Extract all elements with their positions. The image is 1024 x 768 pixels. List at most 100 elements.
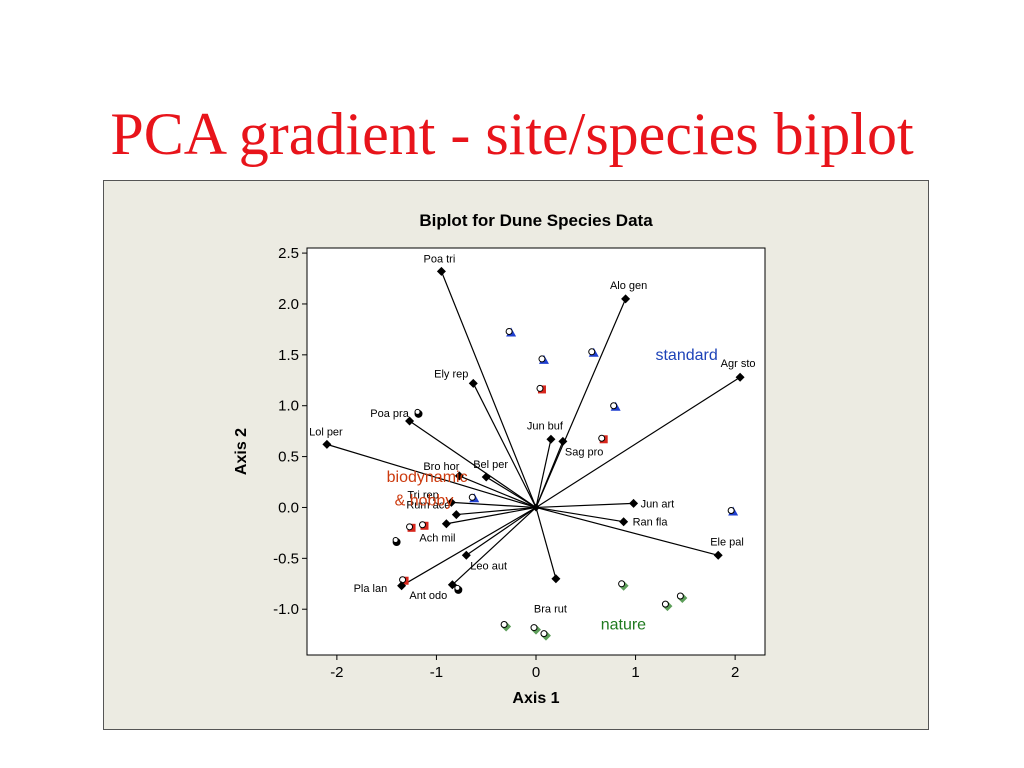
site-point-biodynamic-ring [598, 434, 606, 442]
species-point [454, 471, 464, 481]
species-vector [440, 271, 537, 508]
species-label: Lol per [309, 426, 343, 438]
species-label: Leo aut [470, 560, 507, 572]
species-vector [535, 298, 627, 508]
species-point [619, 517, 629, 527]
species-point [446, 497, 456, 507]
y-tick-label: 2.0 [278, 296, 299, 313]
site-point-nature-ring [676, 592, 684, 600]
species-point [441, 519, 451, 529]
species-label: Jun buf [527, 420, 564, 432]
x-tick-label: -2 [330, 664, 343, 681]
biplot-chart: Biplot for Dune Species Data -2 -1 0 1 2 2.5 2.… [233, 211, 766, 707]
species-label: Ant odo [409, 590, 447, 602]
site-point-nature-ring [530, 624, 538, 632]
group-label-standard: standard [655, 347, 717, 364]
species-vector [451, 501, 537, 509]
species-point [436, 266, 446, 276]
chart-frame: Biplot for Dune Species Data -2 -1 0 1 2 2.5 2.… [103, 180, 929, 730]
site-point-standard-ring [538, 355, 546, 363]
site-point-standard-ring [468, 493, 476, 501]
species-point [546, 434, 556, 444]
species-point [481, 472, 491, 482]
group-label-nature: nature [601, 617, 646, 634]
species-point [322, 439, 332, 449]
site-point-biodynamic-ring [536, 384, 544, 392]
y-tick-label: 0.5 [278, 449, 299, 466]
species-vector [535, 507, 557, 579]
species-vector [535, 502, 634, 509]
species-label: Ele pal [710, 536, 744, 548]
species-vector [401, 506, 537, 587]
x-tick-label: 1 [631, 664, 639, 681]
species-vector [326, 443, 537, 509]
species-label: Poa tri [424, 253, 456, 265]
species-label: Pla lan [354, 583, 388, 595]
species-label: Ran fla [633, 517, 669, 529]
site-point-nature-ring [661, 600, 669, 608]
species-label: Sag pro [565, 446, 604, 458]
y-tick-label: 1.5 [278, 347, 299, 364]
species-vector [485, 476, 537, 508]
species-point [405, 416, 415, 426]
y-axis-label: Axis 2 [233, 428, 250, 475]
species-point [558, 436, 568, 446]
species-label: Bro hor [423, 461, 459, 473]
species-vector [535, 376, 741, 508]
species-vector [409, 420, 537, 508]
y-tick-label: -0.5 [273, 550, 299, 567]
site-point-biodynamic-ring [418, 521, 426, 529]
x-tick-label: 2 [731, 664, 739, 681]
site-point-standard-ring [588, 348, 596, 356]
species-label: Bra rut [534, 604, 567, 616]
y-tick-label: 0.0 [278, 499, 299, 516]
y-tick-label: 1.0 [278, 398, 299, 415]
species-vector [451, 507, 537, 586]
group-label-biodynamic: biodynamic [387, 469, 468, 486]
site-point-standard-ring [505, 327, 513, 335]
species-vector [456, 506, 537, 516]
site-point-hobby-ring [392, 537, 399, 544]
x-tick-label: -1 [430, 664, 443, 681]
species-vector [535, 506, 624, 523]
species-label: Agr sto [721, 358, 756, 370]
species-point [447, 580, 457, 590]
chart-title: Biplot for Dune Species Data [419, 211, 653, 230]
species-vector [472, 383, 537, 508]
y-tick-label: 2.5 [278, 245, 299, 262]
species-label: Poa pra [370, 408, 409, 420]
site-point-nature-ring [540, 630, 548, 638]
species-vector [446, 506, 537, 525]
plot-area [306, 247, 766, 656]
species-point [735, 372, 745, 382]
species-label: Ely rep [434, 368, 468, 380]
species-point [461, 550, 471, 560]
species-point [468, 378, 478, 388]
species-vector [535, 506, 719, 556]
species-label: Jun art [641, 498, 675, 510]
site-point-nature-ring [500, 621, 508, 629]
species-vector [535, 441, 564, 508]
slide-title: PCA gradient - site/species biplot [110, 101, 914, 167]
group-label-biodynamic: & hobby [395, 492, 454, 509]
species-point [551, 574, 561, 584]
species-vector [535, 439, 552, 508]
species-point [621, 294, 631, 304]
site-point-nature-ring [618, 580, 626, 588]
site-point-biodynamic-ring [399, 576, 407, 584]
species-point [713, 550, 723, 560]
site-point-biodynamic-ring [406, 523, 414, 531]
species-label: Alo gen [610, 280, 647, 292]
site-point-hobby-ring [414, 408, 421, 415]
species-label: Bel per [473, 459, 508, 471]
site-point-standard-ring [727, 507, 735, 515]
species-point [629, 498, 639, 508]
origin-point [532, 503, 540, 512]
x-axis-label: Axis 1 [512, 690, 559, 707]
species-label: Ach mil [419, 533, 455, 545]
x-tick-label: 0 [532, 664, 540, 681]
species-label: Tri rep [407, 489, 438, 501]
site-point-hobby-ring [454, 584, 461, 591]
y-tick-label: -1.0 [273, 601, 299, 618]
site-point-standard-ring [610, 402, 618, 410]
